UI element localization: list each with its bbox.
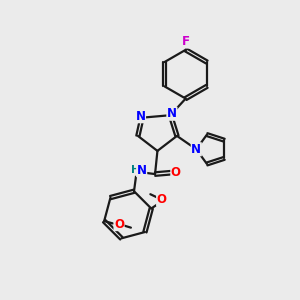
Text: N: N xyxy=(137,164,147,177)
Text: O: O xyxy=(114,218,124,231)
Text: O: O xyxy=(157,193,167,206)
Text: N: N xyxy=(167,107,177,120)
Text: H: H xyxy=(131,165,140,175)
Text: N: N xyxy=(191,143,201,156)
Text: F: F xyxy=(182,35,190,48)
Text: O: O xyxy=(171,166,181,179)
Text: N: N xyxy=(136,110,146,123)
